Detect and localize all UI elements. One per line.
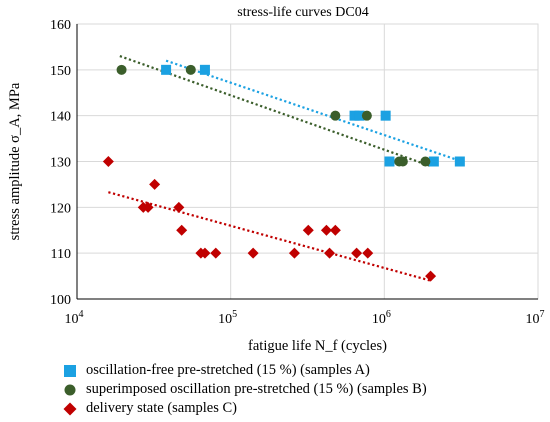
point-samples-c — [210, 247, 222, 259]
point-samples-a — [199, 64, 210, 75]
point-samples-b — [397, 156, 408, 167]
point-samples-c — [324, 247, 336, 259]
point-samples-c — [142, 201, 154, 213]
point-samples-a — [349, 110, 360, 121]
point-samples-a — [384, 156, 395, 167]
point-samples-c — [149, 178, 161, 190]
legend-label-samples-c: delivery state (samples C) — [86, 400, 237, 416]
y-axis-title: stress amplitude σ_A, MPa — [7, 82, 23, 240]
legend: oscillation-free pre-stretched (15 %) (s… — [62, 361, 542, 418]
x-tick-label: 104 — [65, 309, 84, 327]
x-axis-title: fatigue life N_f (cycles) — [248, 338, 387, 354]
x-tick-base: 10 — [65, 312, 79, 327]
point-samples-c — [329, 224, 341, 236]
y-tick-label: 160 — [50, 18, 71, 33]
point-samples-b — [420, 156, 431, 167]
legend-item-samples-c: delivery state (samples C) — [62, 399, 542, 418]
point-samples-c — [351, 247, 363, 259]
point-samples-c — [173, 201, 185, 213]
point-samples-a — [354, 110, 365, 121]
y-tick-label: 110 — [51, 247, 71, 262]
circle-marker-icon — [62, 383, 80, 397]
point-samples-c — [102, 156, 114, 167]
legend-item-samples-a: oscillation-free pre-stretched (15 %) (s… — [62, 361, 542, 380]
point-samples-c — [288, 247, 300, 259]
y-tick-label: 140 — [50, 110, 71, 125]
x-tick-label: 105 — [218, 309, 237, 327]
point-samples-b — [330, 110, 341, 121]
legend-label-samples-b: superimposed oscillation pre-stretched (… — [86, 381, 427, 397]
x-tick-exponent: 4 — [79, 309, 84, 320]
data-points — [102, 64, 465, 282]
point-samples-b — [116, 64, 127, 75]
point-samples-c — [425, 270, 437, 282]
point-samples-c — [320, 224, 332, 236]
y-tick-label: 130 — [50, 156, 71, 171]
point-samples-b — [361, 110, 372, 121]
x-tick-exponent: 6 — [386, 309, 391, 320]
point-samples-c — [247, 247, 259, 259]
x-tick-label: 106 — [372, 309, 391, 327]
point-samples-b — [185, 64, 196, 75]
point-samples-a — [454, 156, 465, 167]
point-samples-c — [199, 247, 211, 259]
y-tick-label: 100 — [50, 293, 71, 308]
diamond-marker-icon — [62, 402, 80, 416]
legend-item-samples-b: superimposed oscillation pre-stretched (… — [62, 380, 542, 399]
point-samples-a — [428, 156, 439, 167]
axes — [76, 23, 539, 300]
x-tick-exponent: 5 — [232, 309, 237, 320]
trendline-series-2 — [108, 191, 431, 282]
chart-title: stress-life curves DC04 — [237, 5, 368, 20]
point-samples-a — [161, 64, 172, 75]
x-tick-base: 10 — [372, 312, 386, 327]
x-tick-base: 10 — [218, 312, 232, 327]
square-marker-icon — [62, 364, 80, 378]
trendlines — [108, 55, 463, 282]
trendline-series-0 — [165, 59, 463, 163]
y-tick-label: 120 — [50, 201, 71, 216]
point-samples-c — [302, 224, 314, 236]
x-tick-exponent: 7 — [540, 309, 545, 320]
legend-label-samples-a: oscillation-free pre-stretched (15 %) (s… — [86, 362, 370, 378]
trendline-series-1 — [119, 55, 431, 168]
x-tick-base: 10 — [526, 312, 540, 327]
point-samples-c — [362, 247, 374, 259]
point-samples-a — [380, 110, 391, 121]
y-tick-label: 150 — [50, 64, 71, 79]
point-samples-c — [176, 224, 188, 236]
x-tick-label: 107 — [526, 309, 545, 327]
